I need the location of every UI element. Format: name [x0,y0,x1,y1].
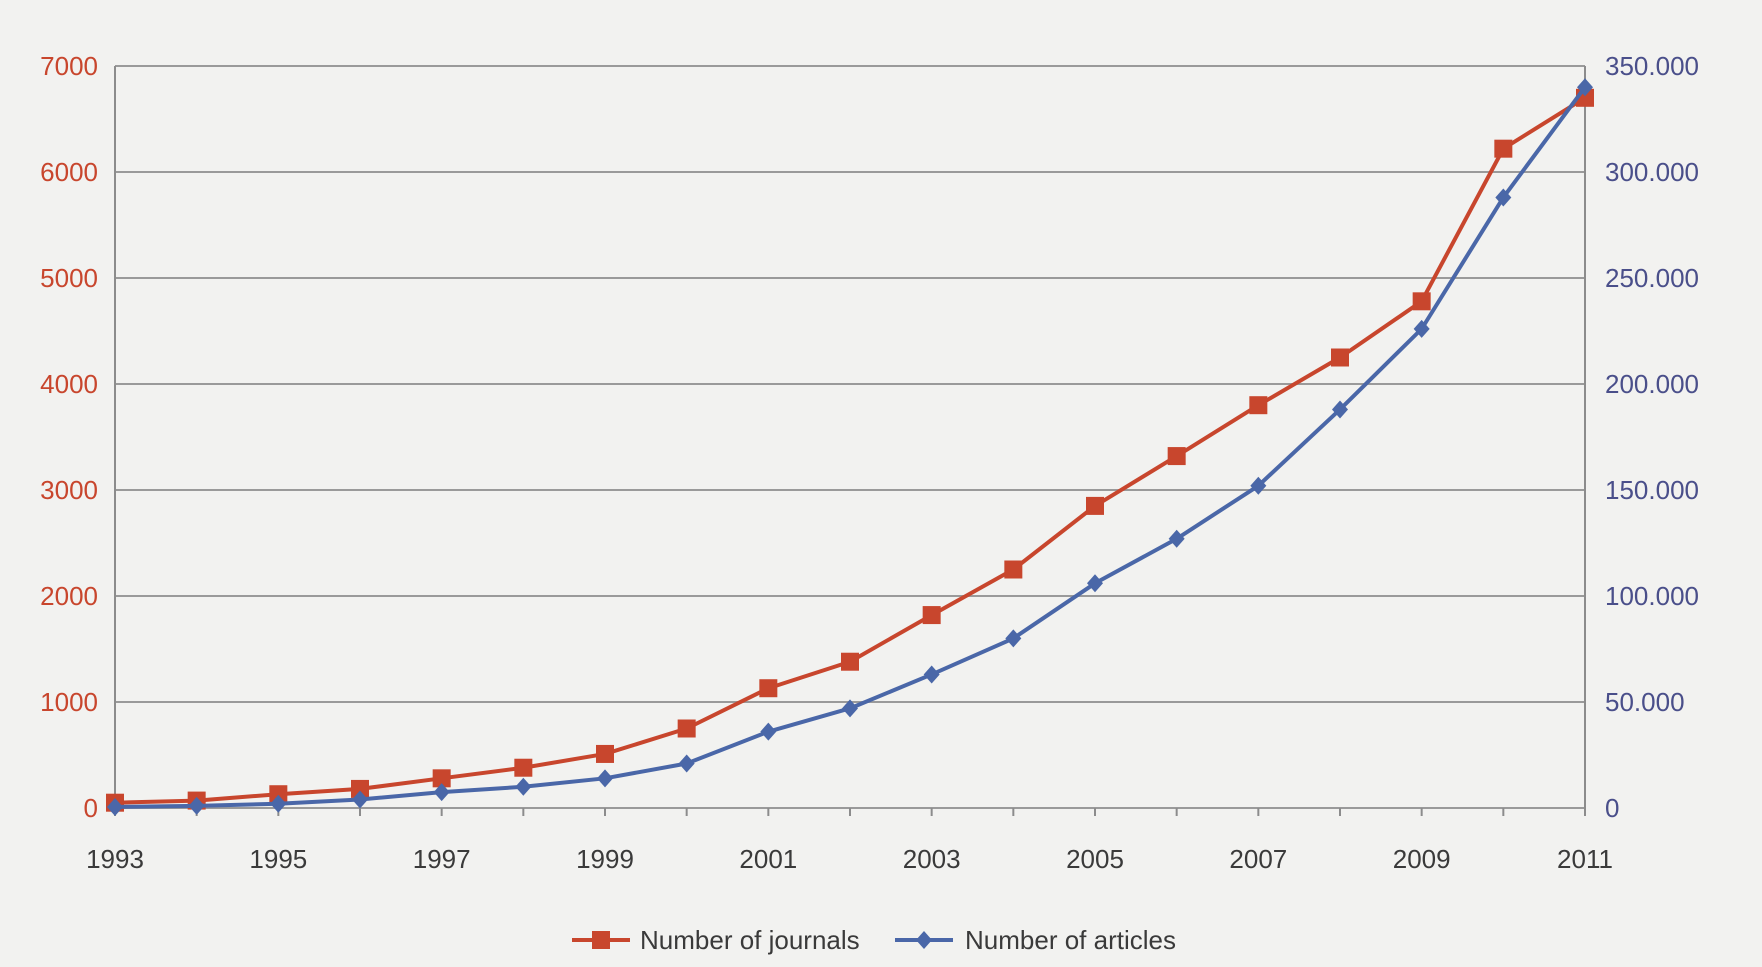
data-point-diamond [597,769,613,788]
series-line [114,86,1587,809]
y-left-tick-label: 2000 [40,581,98,611]
data-point-diamond [270,794,287,813]
data-point-diamond [1495,188,1512,207]
data-point-diamond [107,797,123,816]
data-point-square [1331,348,1349,367]
y-left-tick-label: 5000 [40,263,98,293]
y-right-tick-label: 250.000 [1605,263,1699,293]
x-tick-label: 2001 [739,844,797,874]
y-left-tick-label: 6000 [40,157,98,187]
data-point-diamond [842,699,858,718]
data-point-diamond [1087,574,1103,593]
data-point-diamond [1332,400,1348,419]
y-right-tick-label: 200.000 [1605,369,1699,399]
y-left-tick-label: 0 [84,793,98,823]
legend-label: Number of articles [965,925,1176,955]
data-point-diamond [1168,529,1185,548]
data-point-square [677,719,696,738]
data-point-square [1412,292,1431,311]
data-point-diamond [1577,78,1593,97]
data-point-square [922,606,941,625]
data-point-diamond [352,790,368,809]
data-point-square [596,744,614,763]
data-point-square [1249,396,1268,415]
y-right-tick-label: 350.000 [1605,51,1699,81]
x-tick-label: 1993 [86,844,144,874]
y-right-tick-label: 100.000 [1605,581,1699,611]
y-right-tick-label: 50.000 [1605,687,1685,717]
x-tick-label: 2009 [1393,844,1451,874]
y-left-tick-label: 1000 [40,687,98,717]
series-line [114,96,1587,805]
data-point-diamond [433,783,450,802]
data-point-square [1004,560,1023,579]
series-number-of-articles [107,78,1593,816]
series-number-of-journals [106,88,1594,812]
data-point-diamond [1250,476,1267,495]
x-tick-label: 2003 [903,844,961,874]
data-point-diamond [678,754,695,773]
data-point-diamond [923,665,940,684]
x-tick-label: 2005 [1066,844,1124,874]
data-point-diamond [188,796,205,815]
legend-item: Number of articles [895,925,1176,955]
legend-item: Number of journals [572,925,860,955]
y-right-tick-label: 300.000 [1605,157,1699,187]
data-point-square [432,769,451,788]
legend-label: Number of journals [640,925,860,955]
x-tick-label: 1999 [576,844,634,874]
data-point-square [841,652,859,671]
y-left-tick-label: 7000 [40,51,98,81]
data-point-square [759,679,778,698]
data-point-square [514,758,533,777]
y-right-tick-label: 150.000 [1605,475,1699,505]
x-tick-label: 2011 [1557,844,1613,874]
data-point-square [1086,496,1104,515]
series [106,78,1594,816]
data-point-square [1167,447,1186,466]
data-point-square [269,785,288,804]
y-left-tick-label: 4000 [40,369,98,399]
data-point-square [1494,139,1513,158]
y-right-tick-label: 0 [1605,793,1619,823]
data-point-square [351,779,369,798]
x-tick-label: 1995 [249,844,307,874]
axes: 0 0 1000 50.000 2000 100.000 3000 150.000 4000 20… [40,51,1699,874]
y-left-tick-label: 3000 [40,475,98,505]
legend-marker-square [592,931,610,949]
grid [115,65,1585,809]
x-tick-label: 1997 [413,844,471,874]
data-point-diamond [1005,629,1022,648]
x-tick-label: 2007 [1229,844,1287,874]
data-point-diamond [1413,319,1430,338]
data-point-diamond [515,777,532,796]
data-point-diamond [760,722,777,741]
legend-marker-diamond [916,931,932,949]
legend: Number of journals Number of articles [572,925,1176,955]
